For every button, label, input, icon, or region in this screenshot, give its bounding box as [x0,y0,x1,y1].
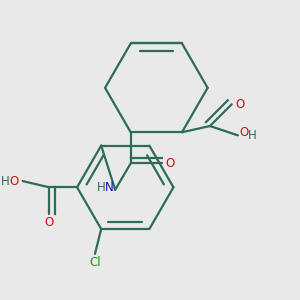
Text: O: O [239,126,248,139]
Text: H: H [97,181,106,194]
Text: H: H [1,175,10,188]
Text: O: O [165,157,174,170]
Text: O: O [236,98,245,111]
Text: N: N [105,181,114,194]
Text: Cl: Cl [89,256,101,269]
Text: O: O [9,175,19,188]
Text: O: O [44,216,54,229]
Text: H: H [248,129,256,142]
